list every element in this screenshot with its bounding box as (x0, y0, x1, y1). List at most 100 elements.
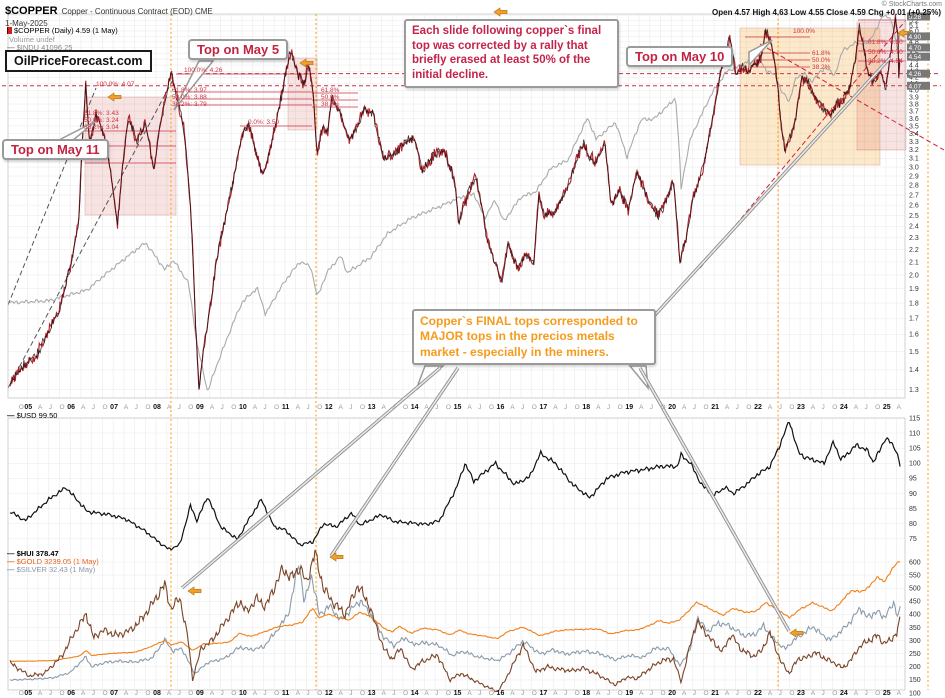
svg-text:23: 23 (797, 404, 805, 411)
highlight-box (287, 57, 318, 131)
svg-text:17: 17 (539, 690, 547, 697)
svg-text:2.2: 2.2 (909, 247, 919, 254)
svg-text:A: A (639, 690, 644, 697)
svg-text:A: A (167, 690, 172, 697)
svg-text:110: 110 (909, 430, 920, 437)
svg-text:J: J (607, 690, 610, 697)
svg-text:O: O (317, 404, 322, 411)
svg-text:J: J (864, 404, 867, 411)
top-panel-border (7, 13, 906, 399)
svg-text:O: O (403, 690, 408, 697)
svg-text:200: 200 (909, 664, 921, 671)
svg-text:A: A (81, 404, 86, 411)
trend-line (7, 87, 97, 306)
svg-text:O: O (532, 690, 537, 697)
svg-text:A: A (381, 690, 386, 697)
axis-value-box (907, 52, 930, 61)
svg-text:06: 06 (67, 404, 75, 411)
svg-text:A: A (768, 404, 773, 411)
bottom-panel-border (7, 417, 906, 691)
svg-text:A: A (553, 404, 558, 411)
svg-text:O: O (746, 690, 751, 697)
svg-text:3.6: 3.6 (909, 116, 919, 123)
candlestick-icon (7, 27, 12, 34)
volume-legend: Volume undef (9, 35, 55, 44)
svg-text:450: 450 (909, 599, 921, 606)
svg-text:A: A (725, 404, 730, 411)
svg-text:J: J (306, 690, 309, 697)
svg-text:61.8%: 61.8% (321, 87, 340, 94)
svg-text:17: 17 (539, 404, 547, 411)
silver-line-swatch: — (7, 565, 15, 574)
svg-text:J: J (521, 690, 524, 697)
silver-line (9, 564, 901, 681)
svg-text:A: A (811, 690, 816, 697)
svg-text:J: J (779, 690, 782, 697)
svg-text:600: 600 (909, 559, 921, 566)
svg-text:A: A (424, 690, 429, 697)
svg-text:105: 105 (909, 446, 921, 453)
svg-text:J: J (49, 404, 52, 411)
svg-text:100: 100 (909, 461, 921, 468)
chart-header: $COPPER Copper - Continuous Contract (EOD… (5, 1, 213, 28)
svg-text:O: O (832, 690, 837, 697)
svg-text:J: J (521, 404, 524, 411)
svg-text:1.5: 1.5 (909, 349, 919, 356)
svg-text:3.2: 3.2 (909, 147, 919, 154)
svg-text:50.0%: 3.24: 50.0%: 3.24 (84, 117, 119, 124)
svg-text:100.0%: 4.26: 100.0%: 4.26 (184, 67, 223, 74)
trend-line (7, 77, 175, 389)
svg-text:38.2%: 38.2% (321, 101, 340, 108)
trend-line (759, 43, 945, 151)
svg-text:O: O (746, 404, 751, 411)
svg-text:08: 08 (153, 404, 161, 411)
svg-text:J: J (135, 690, 138, 697)
gold-legend: — $GOLD 3239.05 (1 May) (7, 557, 99, 566)
usd-legend: — $USD 99.50 (7, 411, 58, 420)
svg-text:J: J (392, 690, 395, 697)
svg-text:A: A (253, 404, 258, 411)
svg-text:06: 06 (67, 690, 75, 697)
svg-text:A: A (467, 404, 472, 411)
svg-text:50.0%: 50.0% (812, 57, 831, 64)
svg-text:50.0%: 50.0% (321, 94, 340, 101)
marker-arrow-icon (493, 7, 508, 17)
marker-arrow-icon (299, 58, 314, 68)
svg-text:A: A (682, 404, 687, 411)
svg-text:J: J (864, 690, 867, 697)
svg-text:15: 15 (454, 690, 462, 697)
svg-text:3.9: 3.9 (909, 94, 919, 101)
svg-text:J: J (779, 404, 782, 411)
svg-text:1.7: 1.7 (909, 316, 919, 323)
svg-text:1.3: 1.3 (909, 387, 919, 394)
svg-text:O: O (360, 690, 365, 697)
svg-text:A: A (682, 690, 687, 697)
svg-text:A: A (296, 404, 301, 411)
axis-value-box (907, 12, 930, 21)
svg-text:3.3: 3.3 (909, 139, 919, 146)
svg-text:A: A (811, 404, 816, 411)
svg-text:A: A (897, 404, 902, 411)
svg-text:24: 24 (840, 404, 848, 411)
annotation-metals-note: Copper`s FINAL tops corresponded to MAJO… (412, 309, 656, 366)
svg-text:07: 07 (110, 404, 118, 411)
svg-text:O: O (145, 690, 150, 697)
svg-text:A: A (854, 690, 859, 697)
svg-text:2.0: 2.0 (909, 272, 919, 279)
svg-text:250: 250 (909, 651, 921, 658)
svg-text:O: O (875, 690, 880, 697)
svg-text:J: J (178, 404, 181, 411)
svg-text:A: A (510, 690, 515, 697)
svg-text:O: O (274, 690, 279, 697)
svg-text:13: 13 (368, 690, 376, 697)
svg-text:38.2%: 4.54: 38.2%: 4.54 (868, 58, 903, 65)
svg-text:A: A (725, 690, 730, 697)
svg-text:2.1: 2.1 (909, 259, 919, 266)
svg-text:A: A (38, 404, 43, 411)
marker-arrow-icon (789, 628, 804, 638)
svg-text:09: 09 (196, 690, 204, 697)
svg-text:J: J (564, 690, 567, 697)
svg-text:3.5: 3.5 (909, 123, 919, 130)
svg-text:07: 07 (110, 690, 118, 697)
svg-text:J: J (392, 404, 395, 411)
